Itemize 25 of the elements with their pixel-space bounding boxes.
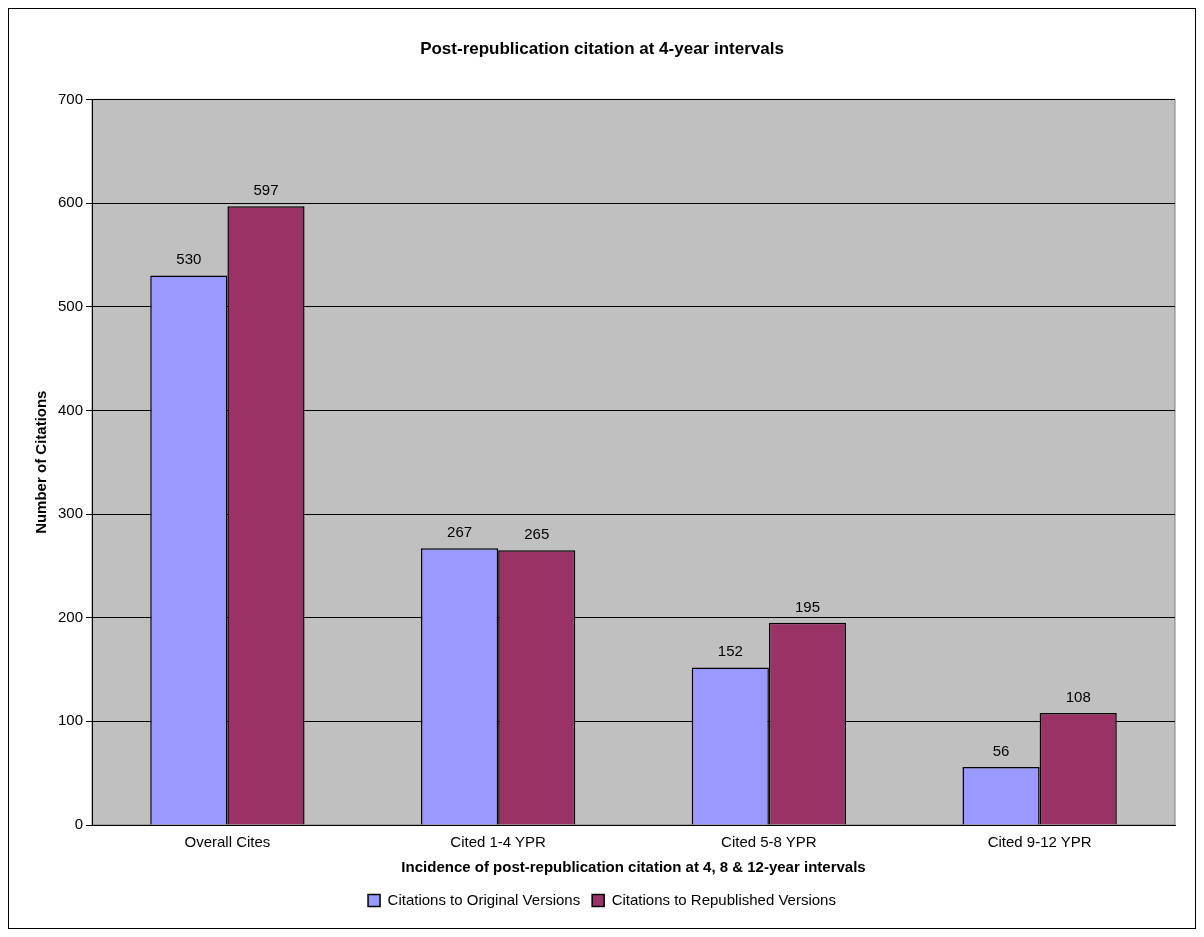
data-label: 265 (524, 524, 550, 542)
data-label: 530 (176, 250, 202, 268)
data-label: 56 (992, 741, 1010, 759)
y-tick-label: 600 (58, 193, 84, 211)
y-tick-label: 200 (58, 607, 84, 625)
data-label: 108 (1065, 687, 1091, 705)
y-tick-label: 300 (58, 504, 84, 522)
legend-label: Citations to Original Versions (387, 890, 581, 908)
y-tick-label: 500 (58, 296, 84, 314)
data-label: 267 (447, 522, 473, 540)
y-tick-label: 400 (58, 400, 84, 418)
data-label: 195 (794, 597, 820, 615)
x-axis-title: Incidence of post-republication citation at 4, 8 & 12-year intervals (401, 858, 866, 876)
y-tick-label: 0 (74, 815, 84, 833)
x-tick-label: Cited 1-4 YPR (450, 833, 547, 851)
y-axis-title: Number of Citations (32, 390, 50, 534)
y-tick-label: 700 (58, 89, 84, 107)
x-tick-label: Cited 9-12 YPR (987, 833, 1092, 851)
x-tick-label: Overall Cites (184, 833, 271, 851)
x-tick-label: Cited 5-8 YPR (721, 833, 817, 851)
data-label: 597 (253, 180, 279, 198)
data-label: 152 (717, 642, 743, 660)
chart-title: Post-republication citation at 4-year intervals (420, 38, 784, 58)
y-tick-label: 100 (58, 711, 84, 729)
legend-label: Citations to Republished Versions (611, 890, 836, 908)
